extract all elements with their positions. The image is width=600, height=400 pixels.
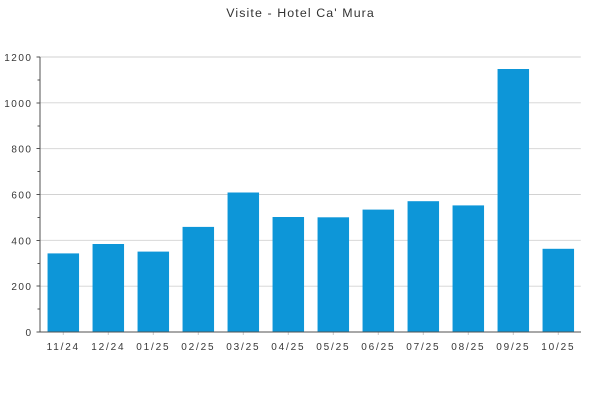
svg-text:04/25: 04/25 [271,342,305,353]
svg-text:0: 0 [25,328,32,339]
svg-text:800: 800 [11,145,32,156]
svg-text:08/25: 08/25 [451,342,485,353]
svg-text:03/25: 03/25 [226,342,260,353]
svg-text:02/25: 02/25 [181,342,215,353]
svg-text:05/25: 05/25 [316,342,350,353]
svg-text:Visite - Hotel Ca' Mura: Visite - Hotel Ca' Mura [226,6,375,20]
svg-text:11/24: 11/24 [47,342,80,353]
svg-text:1000: 1000 [4,99,32,110]
svg-text:12/24: 12/24 [91,342,125,353]
svg-text:01/25: 01/25 [136,342,170,353]
svg-text:06/25: 06/25 [361,342,395,353]
svg-text:07/25: 07/25 [406,342,440,353]
svg-text:400: 400 [11,236,32,247]
svg-text:09/25: 09/25 [496,342,530,353]
svg-text:200: 200 [11,282,32,293]
svg-text:600: 600 [11,191,32,202]
svg-text:10/25: 10/25 [541,342,575,353]
svg-text:1200: 1200 [4,53,32,64]
